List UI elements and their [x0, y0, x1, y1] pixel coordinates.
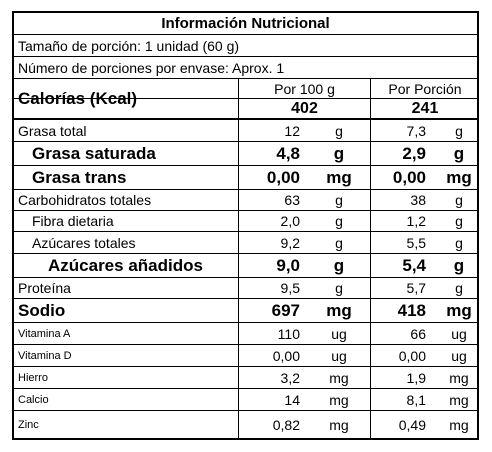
nutrient-row: Calcio 14 mg 8,1 mg	[14, 389, 477, 411]
perportion-value: 2,9	[402, 143, 426, 163]
calories-per100: 402	[291, 99, 318, 117]
servings-per-container: Número de porciones por envase: Aprox. 1	[18, 59, 285, 76]
nutrient-row: Grasa total 12 g 7,3 g	[14, 120, 477, 142]
per100-unit: g	[335, 213, 343, 229]
nutrient-row: Proteína 9,5 g 5,7 g	[14, 278, 477, 299]
nutrient-row: Grasa trans 0,00 mg 0,00 mg	[14, 166, 477, 190]
nutrient-row: Zinc 0,82 mg 0,49 mg	[14, 411, 477, 438]
per100-unit: ug	[331, 325, 347, 342]
perportion-value: 5,7	[406, 280, 426, 296]
nutrient-row: Fibra dietaria 2,0 g 1,2 g	[14, 211, 477, 232]
serving-size-row: Tamaño de porción: 1 unidad (60 g)	[14, 35, 477, 57]
perportion-value: 0,49	[398, 416, 426, 433]
per100-value: 9,5	[280, 280, 300, 296]
title-row: Información Nutricional	[14, 13, 477, 35]
per100-unit: g	[333, 143, 345, 163]
per100-value: 0,82	[272, 416, 300, 433]
perportion-unit: g	[453, 255, 465, 275]
calories-value-row: 402 241	[14, 99, 477, 120]
per100-value: 3,2	[280, 369, 300, 386]
calories-header-row: Calorías (Kcal) Por 100 g Por Porción	[14, 79, 477, 108]
perportion-value: 0,00	[398, 347, 426, 364]
nutrient-name: Fibra dietaria	[32, 213, 114, 229]
nutrient-name: Sodio	[18, 300, 66, 320]
per100-value: 9,0	[276, 255, 300, 275]
per100-value: 697	[271, 300, 300, 320]
nutrient-name: Calcio	[18, 393, 49, 406]
calories-label: Calorías (Kcal)	[18, 89, 138, 108]
per100-unit: g	[335, 280, 343, 296]
perportion-unit: g	[455, 234, 463, 251]
perportion-unit: g	[455, 122, 463, 139]
nutrition-facts-label: Información Nutricional Tamaño de porció…	[12, 11, 479, 440]
label-title: Información Nutricional	[161, 15, 330, 32]
per100-value: 63	[284, 192, 300, 208]
servings-per-container-row: Número de porciones por envase: Aprox. 1	[14, 57, 477, 79]
perportion-unit: mg	[446, 167, 472, 187]
per100-header: Por 100 g	[274, 80, 335, 97]
nutrient-name: Proteína	[18, 280, 71, 296]
per100-unit: mg	[329, 369, 349, 386]
per100-unit: g	[335, 234, 343, 251]
per100-unit: mg	[326, 167, 352, 187]
per100-unit: g	[333, 255, 345, 275]
nutrient-name: Grasa saturada	[32, 143, 156, 163]
nutrient-name: Azúcares añadidos	[48, 255, 203, 275]
perportion-value: 66	[410, 325, 426, 342]
nutrient-row: Vitamina D 0,00 ug 0,00 ug	[14, 345, 477, 367]
nutrient-name: Vitamina D	[18, 349, 72, 362]
perportion-value: 1,9	[406, 369, 426, 386]
perportion-value: 8,1	[406, 391, 426, 408]
perportion-unit: mg	[449, 369, 469, 386]
perportion-unit: mg	[446, 300, 472, 320]
nutrient-name: Grasa total	[18, 122, 87, 139]
per100-unit: mg	[329, 416, 349, 433]
perportion-unit: g	[455, 280, 463, 296]
nutrient-row: Azúcares añadidos 9,0 g 5,4 g	[14, 254, 477, 278]
perportion-unit: g	[455, 213, 463, 229]
perportion-value: 0,00	[392, 167, 426, 187]
perportion-value: 1,2	[406, 213, 426, 229]
per100-unit: mg	[329, 391, 349, 408]
nutrient-row: Vitamina A 110 ug 66 ug	[14, 323, 477, 345]
perportion-unit: mg	[449, 391, 469, 408]
per100-unit: ug	[331, 347, 347, 364]
nutrient-name: Zinc	[18, 418, 39, 431]
perportion-unit: ug	[451, 347, 467, 364]
per100-unit: g	[335, 192, 343, 208]
nutrient-row: Azúcares totales 9,2 g 5,5 g	[14, 232, 477, 254]
perportion-unit: g	[453, 143, 465, 163]
per100-unit: mg	[326, 300, 352, 320]
nutrient-name: Azúcares totales	[32, 234, 136, 251]
nutrient-row: Carbohidratos totales 63 g 38 g	[14, 190, 477, 211]
perportion-unit: g	[455, 192, 463, 208]
perportion-value: 5,5	[406, 234, 426, 251]
nutrient-name: Grasa trans	[32, 167, 127, 187]
per100-value: 4,8	[276, 143, 300, 163]
perportion-unit: ug	[451, 325, 467, 342]
nutrient-name: Carbohidratos totales	[18, 192, 152, 208]
nutrient-name: Vitamina A	[18, 327, 71, 340]
nutrient-name: Hierro	[18, 371, 48, 384]
per100-value: 0,00	[272, 347, 300, 364]
per100-value: 14	[284, 391, 300, 408]
perportion-value: 5,4	[402, 255, 426, 275]
per100-unit: g	[335, 122, 343, 139]
nutrient-row: Hierro 3,2 mg 1,9 mg	[14, 367, 477, 389]
perportion-header: Por Porción	[388, 80, 462, 97]
per100-value: 110	[277, 325, 300, 342]
per100-value: 0,00	[266, 167, 300, 187]
calories-perportion: 241	[411, 99, 439, 117]
perportion-value: 7,3	[406, 122, 426, 139]
serving-size: Tamaño de porción: 1 unidad (60 g)	[18, 37, 240, 54]
per100-value: 9,2	[280, 234, 300, 251]
per100-value: 12	[284, 122, 300, 139]
perportion-value: 38	[410, 192, 426, 208]
perportion-unit: mg	[449, 416, 469, 433]
nutrient-row: Sodio 697 mg 418 mg	[14, 299, 477, 323]
nutrient-row: Grasa saturada 4,8 g 2,9 g	[14, 142, 477, 166]
perportion-value: 418	[397, 300, 426, 320]
per100-value: 2,0	[280, 213, 300, 229]
